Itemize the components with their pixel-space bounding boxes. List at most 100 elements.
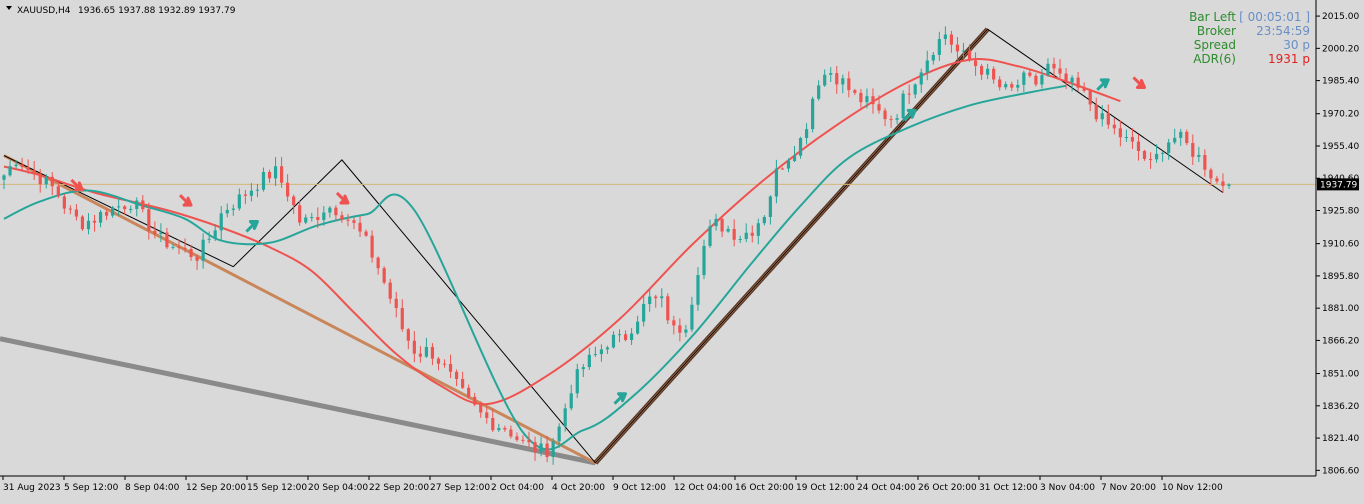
candle-body [509,429,513,437]
signal-arrow-up [613,392,628,405]
candle [364,229,368,237]
candle [847,71,851,98]
candle [587,347,591,370]
candle-body [454,371,459,380]
y-tick-label: 2015.00 [1322,12,1359,22]
candle [328,206,332,218]
candle [1100,105,1104,127]
candle-body [298,205,302,223]
candle-body [720,218,724,232]
candle-body [406,329,410,341]
candle-body [340,215,344,220]
candle [829,67,833,83]
candle [135,197,139,217]
candle [780,167,785,170]
candle-body [1058,68,1062,74]
candle-body [1209,169,1213,179]
candle-body [1227,184,1231,186]
candle [865,88,869,109]
candle-body [485,412,489,418]
candle [756,218,760,245]
y-tick-label: 1836.20 [1322,402,1359,412]
candle-body [847,78,851,91]
candle-body [961,50,966,52]
x-tick-label: 12 Oct 04:00 [674,483,733,493]
candle-body [448,363,453,372]
candle-body [925,60,929,73]
candle-body [503,428,507,430]
symbol-dropdown-icon[interactable] [6,6,12,10]
candle [823,69,827,87]
candle-body [219,213,223,231]
candle [545,435,549,463]
x-tick-label: 5 Sep 12:00 [64,483,119,493]
candle [334,205,338,221]
candle [1040,68,1044,89]
candle [786,158,791,173]
signal-arrow-up [1096,78,1110,91]
candle-body [74,209,79,217]
candle [201,233,205,269]
candle [62,193,66,214]
candle [913,83,917,99]
candle [684,324,688,338]
candle-body [702,245,706,276]
candle [569,384,573,411]
candle-body [1046,63,1050,76]
candle [479,401,483,418]
x-tick-label: 31 Oct 12:00 [979,483,1038,493]
candle-body [829,73,833,75]
candle-body [8,166,12,176]
candle [412,331,416,363]
candle-body [1167,142,1171,153]
candle-body [1034,75,1038,85]
candle-body [141,200,145,210]
candle [967,44,972,62]
info-label: Spread [1194,38,1236,52]
candle [889,115,893,128]
candle-body [177,246,181,248]
candle-body [436,358,441,364]
trendline-resistance [3,154,597,465]
candle [424,337,429,358]
candle [195,254,199,270]
candle [1161,151,1165,162]
candle-body [1154,153,1159,160]
candle-body [515,436,519,440]
candle [1064,68,1068,89]
candle [1082,82,1086,93]
candle [774,159,779,204]
candle [835,65,839,94]
candle [1215,175,1219,184]
y-tick-label: 1881.00 [1322,304,1359,314]
candle [979,63,984,80]
candle-body [750,232,754,236]
candle [1028,69,1032,78]
candle [949,30,954,53]
candle [623,330,628,342]
candle-body [231,208,235,210]
candle-body [937,39,941,55]
candle-body [1052,63,1056,69]
candle [901,90,905,122]
candle [442,359,447,368]
candle [44,174,48,189]
candle-body [491,417,495,431]
candle-body [907,93,911,95]
candle-body [111,207,115,216]
y-tick-label: 1985.40 [1322,77,1359,87]
candle [50,172,54,196]
candle-body [973,60,978,67]
candle [255,184,260,198]
candle-body [1112,124,1116,129]
candle-body [32,170,36,174]
candle-body [913,84,917,95]
candle-body [1118,128,1122,138]
candle [654,294,658,308]
candle [720,217,724,238]
candle [919,68,923,93]
candle-body [732,228,736,240]
candle [491,408,495,433]
